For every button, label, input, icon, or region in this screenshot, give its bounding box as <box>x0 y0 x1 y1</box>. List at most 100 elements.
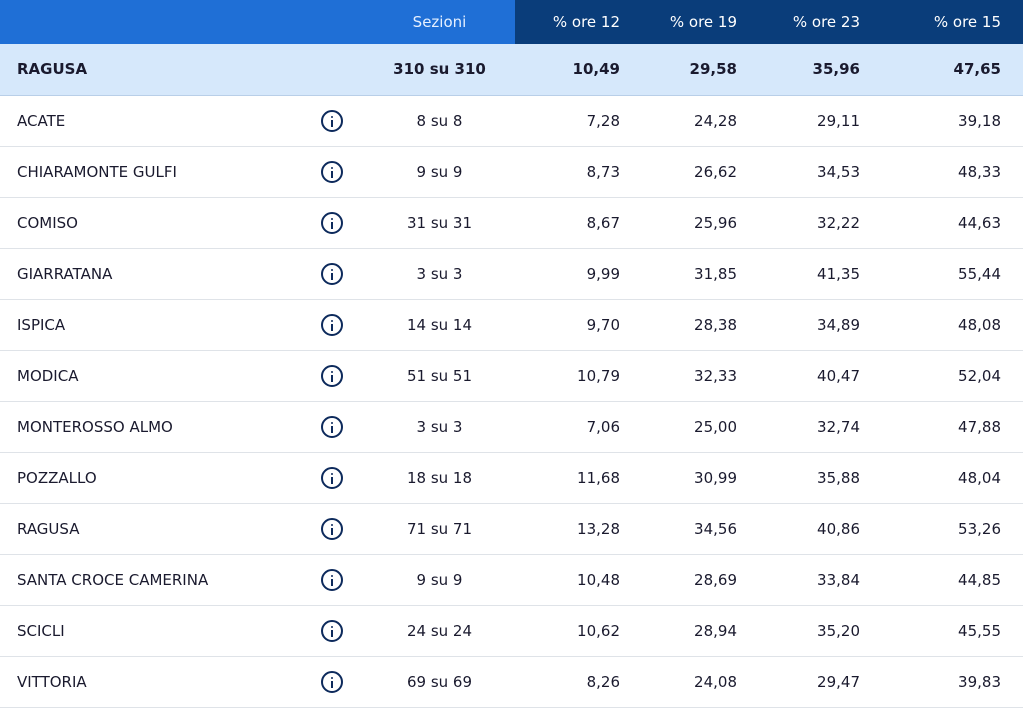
turnout-ore-12: 7,28 <box>586 111 620 130</box>
turnout-ore-19: 28,69 <box>694 570 737 589</box>
turnout-ore-23: 32,74 <box>817 417 860 436</box>
turnout-ore-15: 55,44 <box>958 264 1001 283</box>
header-ore-12[interactable]: % ore 12 <box>515 0 642 44</box>
turnout-ore-15: 48,04 <box>958 468 1001 487</box>
turnout-ore-23: 33,84 <box>817 570 860 589</box>
info-icon[interactable] <box>321 109 343 132</box>
sections-count: 3 su 3 <box>416 417 463 436</box>
info-icon[interactable] <box>321 568 343 591</box>
municipality-name: CHIARAMONTE GULFI <box>17 162 177 181</box>
table-row: ISPICA 14 su 14 9,70 28,38 34,89 48,08 <box>0 299 1023 350</box>
info-icon[interactable] <box>321 313 343 336</box>
municipality-name: SANTA CROCE CAMERINA <box>17 570 209 589</box>
turnout-ore-15: 47,88 <box>958 417 1001 436</box>
turnout-ore-19: 31,85 <box>694 264 737 283</box>
turnout-ore-23: 35,88 <box>817 468 860 487</box>
turnout-ore-12: 8,67 <box>586 213 620 232</box>
table-row: POZZALLO 18 su 18 11,68 30,99 35,88 48,04 <box>0 452 1023 503</box>
municipality-name: MODICA <box>17 366 79 385</box>
turnout-ore-19: 26,62 <box>694 162 737 181</box>
turnout-ore-23: 35,20 <box>817 621 860 640</box>
turnout-ore-12: 11,68 <box>577 468 620 487</box>
turnout-ore-23: 41,35 <box>817 264 860 283</box>
municipality-name: MONTEROSSO ALMO <box>17 417 173 436</box>
municipality-name: RAGUSA <box>17 519 80 538</box>
header-ore-15[interactable]: % ore 15 <box>882 0 1023 44</box>
total-ore-19: 29,58 <box>689 60 737 79</box>
total-sections: 310 su 310 <box>393 60 486 79</box>
sections-count: 8 su 8 <box>416 111 463 130</box>
info-icon[interactable] <box>321 364 343 387</box>
municipality-name: VITTORIA <box>17 672 87 691</box>
turnout-ore-19: 28,38 <box>694 315 737 334</box>
info-cell <box>300 452 364 503</box>
turnout-ore-15: 39,83 <box>958 672 1001 691</box>
header-ore-19[interactable]: % ore 19 <box>642 0 759 44</box>
municipality-name: COMISO <box>17 213 78 232</box>
turnout-ore-12: 10,48 <box>577 570 620 589</box>
turnout-ore-12: 8,73 <box>586 162 620 181</box>
info-cell <box>300 248 364 299</box>
info-cell <box>300 503 364 554</box>
info-icon[interactable] <box>321 619 343 642</box>
turnout-ore-15: 44,63 <box>958 213 1001 232</box>
info-icon[interactable] <box>321 670 343 693</box>
turnout-ore-23: 29,47 <box>817 672 860 691</box>
turnout-ore-23: 40,47 <box>817 366 860 385</box>
table-row: COMISO 31 su 31 8,67 25,96 32,22 44,63 <box>0 197 1023 248</box>
info-icon[interactable] <box>321 160 343 183</box>
turnout-ore-19: 34,56 <box>694 519 737 538</box>
turnout-ore-23: 34,53 <box>817 162 860 181</box>
info-cell <box>300 605 364 656</box>
table-header-row: Sezioni % ore 12 % ore 19 % ore 23 % ore… <box>0 0 1023 44</box>
table-row: VITTORIA 69 su 69 8,26 24,08 29,47 39,83 <box>0 656 1023 707</box>
total-ore-12: 10,49 <box>572 60 620 79</box>
info-cell <box>300 146 364 197</box>
turnout-ore-19: 25,00 <box>694 417 737 436</box>
sections-count: 18 su 18 <box>406 468 473 487</box>
total-info-cell <box>300 44 364 95</box>
header-sections[interactable]: Sezioni <box>364 0 515 44</box>
sections-count: 31 su 31 <box>406 213 473 232</box>
total-name: RAGUSA <box>17 60 88 79</box>
turnout-ore-15: 52,04 <box>958 366 1001 385</box>
info-cell <box>300 554 364 605</box>
info-cell <box>300 350 364 401</box>
info-icon[interactable] <box>321 517 343 540</box>
info-icon[interactable] <box>321 415 343 438</box>
info-cell <box>300 95 364 146</box>
info-icon[interactable] <box>321 262 343 285</box>
turnout-ore-19: 32,33 <box>694 366 737 385</box>
municipality-name: ISPICA <box>17 315 66 334</box>
turnout-ore-15: 39,18 <box>958 111 1001 130</box>
turnout-ore-23: 29,11 <box>817 111 860 130</box>
turnout-ore-12: 8,26 <box>586 672 620 691</box>
turnout-ore-19: 30,99 <box>694 468 737 487</box>
turnout-ore-19: 25,96 <box>694 213 737 232</box>
sections-count: 51 su 51 <box>406 366 473 385</box>
sections-count: 71 su 71 <box>406 519 473 538</box>
turnout-ore-12: 7,06 <box>586 417 620 436</box>
table-row: MONTEROSSO ALMO 3 su 3 7,06 25,00 32,74 47,88 <box>0 401 1023 452</box>
sections-count: 3 su 3 <box>416 264 463 283</box>
turnout-ore-23: 40,86 <box>817 519 860 538</box>
table-row: ACATE 8 su 8 7,28 24,28 29,11 39,18 <box>0 95 1023 146</box>
table-row: SCICLI 24 su 24 10,62 28,94 35,20 45,55 <box>0 605 1023 656</box>
info-icon[interactable] <box>321 211 343 234</box>
turnout-ore-12: 9,99 <box>586 264 620 283</box>
turnout-ore-19: 28,94 <box>694 621 737 640</box>
turnout-ore-19: 24,28 <box>694 111 737 130</box>
turnout-ore-12: 13,28 <box>577 519 620 538</box>
turnout-ore-15: 53,26 <box>958 519 1001 538</box>
info-icon[interactable] <box>321 466 343 489</box>
table-row: SANTA CROCE CAMERINA 9 su 9 10,48 28,69 33,8… <box>0 554 1023 605</box>
turnout-ore-12: 9,70 <box>586 315 620 334</box>
turnout-ore-15: 48,33 <box>958 162 1001 181</box>
sections-count: 9 su 9 <box>416 570 463 589</box>
turnout-ore-12: 10,79 <box>577 366 620 385</box>
total-row: RAGUSA 310 su 310 10,49 29,58 35,96 47,6… <box>0 44 1023 95</box>
turnout-ore-23: 34,89 <box>817 315 860 334</box>
turnout-ore-15: 45,55 <box>958 621 1001 640</box>
header-ore-23[interactable]: % ore 23 <box>759 0 882 44</box>
